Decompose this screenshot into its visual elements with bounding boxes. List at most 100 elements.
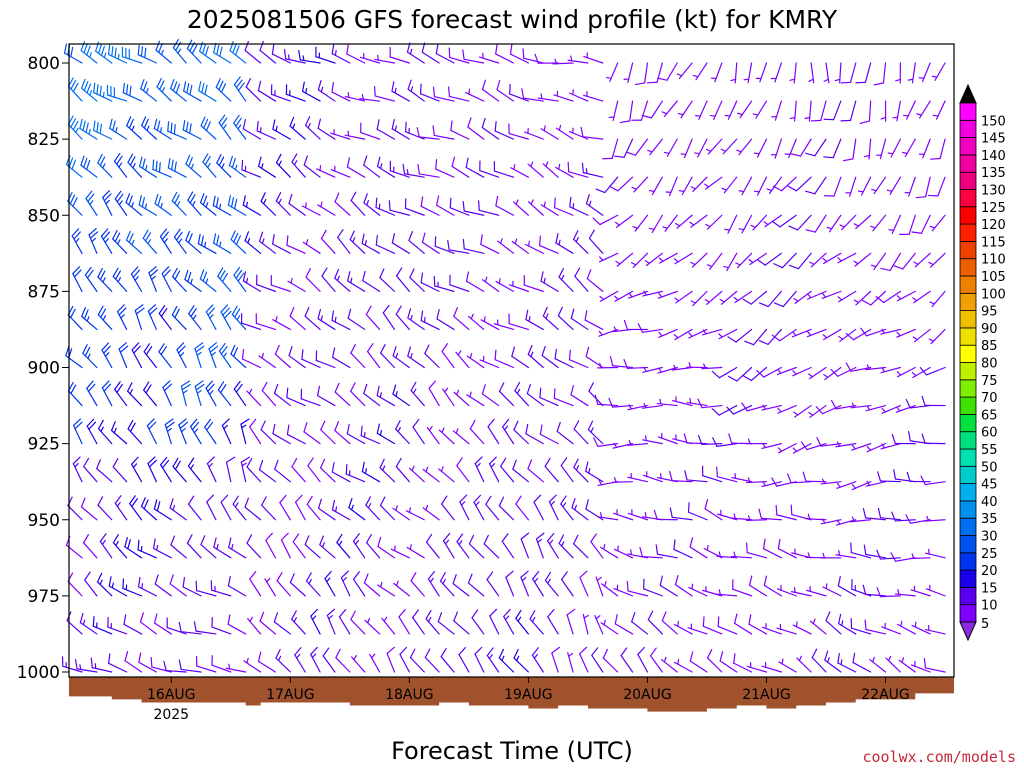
wind-barb: [346, 157, 366, 178]
x-axis-label: Forecast Time (UTC): [391, 737, 633, 765]
wind-barbs: [61, 38, 946, 673]
wind-barb: [256, 120, 277, 140]
wind-barb: [97, 153, 113, 178]
wind-barb: [857, 176, 872, 196]
wind-barb: [129, 495, 143, 521]
wind-barb: [886, 176, 902, 195]
colorbar-label: 95: [981, 305, 998, 320]
wind-barb: [748, 252, 768, 266]
wind-barb: [573, 420, 589, 445]
wind-barb: [788, 214, 812, 231]
wind-barb: [894, 589, 916, 597]
colorbar-swatch: [959, 552, 977, 571]
colorbar-swatch: [959, 604, 977, 623]
wind-barb: [127, 153, 143, 178]
wind-barb: [346, 423, 366, 445]
wind-barb: [865, 480, 887, 487]
colorbar: 5 10 15 20 25 30 35 40 45 50 55 60 65 70 75 80 85 90 95 100…: [959, 83, 1006, 642]
wind-barb: [521, 88, 544, 102]
plot-frame: [68, 43, 955, 678]
wind-barb: [887, 138, 902, 158]
wind-barb: [334, 382, 351, 407]
wind-barb: [753, 176, 768, 196]
wind-barb: [217, 267, 232, 292]
wind-barb: [210, 580, 232, 597]
wind-barb: [432, 86, 455, 102]
wind-barb: [673, 252, 693, 265]
wind-barb: [213, 42, 232, 64]
colorbar-swatch: [959, 137, 977, 156]
wind-barb: [581, 162, 604, 178]
wind-barb: [212, 233, 232, 254]
wind-barb: [839, 214, 857, 231]
wind-barb: [766, 176, 782, 194]
wind-barb: [742, 290, 768, 305]
wind-barb: [108, 653, 128, 673]
wind-barb: [130, 266, 143, 292]
wind-barb: [153, 499, 172, 521]
wind-barb: [609, 355, 634, 369]
colorbar-label: 110: [981, 253, 1006, 268]
wind-barb: [442, 387, 455, 407]
wind-barb: [851, 443, 872, 451]
wind-barb: [597, 362, 619, 369]
y-tick-label: 900: [28, 359, 60, 379]
wind-barb: [599, 290, 619, 302]
wind-barb: [898, 657, 916, 673]
wind-barb: [303, 155, 321, 178]
wind-barb: [880, 252, 902, 272]
wind-barb: [918, 62, 931, 83]
wind-barb: [440, 647, 455, 673]
wind-barb: [204, 418, 217, 445]
wind-barb: [626, 440, 649, 446]
wind-barb: [317, 498, 336, 521]
wind-barb: [531, 647, 544, 673]
wind-barb: [800, 441, 827, 451]
y-tick-label: 800: [28, 54, 60, 74]
wind-barb: [642, 290, 663, 297]
wind-barb: [324, 570, 336, 597]
wind-barb: [285, 84, 306, 102]
wind-barb: [259, 40, 277, 64]
wind-barb: [138, 652, 157, 673]
wind-barb: [823, 62, 830, 84]
colorbar-swatch: [959, 379, 977, 398]
wind-barb: [743, 62, 753, 84]
wind-barb: [929, 290, 946, 308]
colorbar-swatch: [959, 431, 977, 450]
wind-barb: [888, 214, 902, 235]
wind-barb: [498, 496, 515, 521]
wind-barb: [286, 235, 306, 254]
wind-barb: [542, 161, 559, 178]
wind-barb: [158, 343, 172, 369]
wind-barb: [156, 77, 172, 102]
wind-barb: [169, 79, 187, 102]
wind-barb: [407, 308, 425, 331]
wind-barb: [228, 537, 247, 559]
wind-barb: [777, 404, 797, 414]
wind-barb: [359, 53, 381, 64]
wind-barb: [719, 290, 738, 305]
wind-barb: [571, 498, 589, 521]
wind-barb: [598, 252, 619, 263]
wind-barb: [869, 656, 887, 673]
wind-barb: [611, 477, 634, 483]
wind-barb: [895, 404, 916, 413]
wind-barb: [820, 552, 842, 559]
wind-barb: [317, 308, 336, 331]
wind-barb: [426, 425, 440, 445]
colorbar-label: 25: [981, 547, 998, 562]
wind-barb: [319, 535, 336, 559]
wind-barb: [493, 319, 515, 331]
wind-barb: [567, 55, 589, 64]
wind-barb: [420, 196, 440, 216]
wind-barb: [206, 494, 217, 521]
wind-barb: [347, 271, 366, 292]
wind-barb: [850, 618, 872, 635]
wind-barb: [588, 382, 604, 407]
wind-barb: [230, 344, 247, 369]
wind-barb: [661, 611, 678, 635]
wind-barb: [731, 473, 753, 483]
wind-barb: [453, 611, 470, 635]
wind-barb: [96, 459, 113, 483]
